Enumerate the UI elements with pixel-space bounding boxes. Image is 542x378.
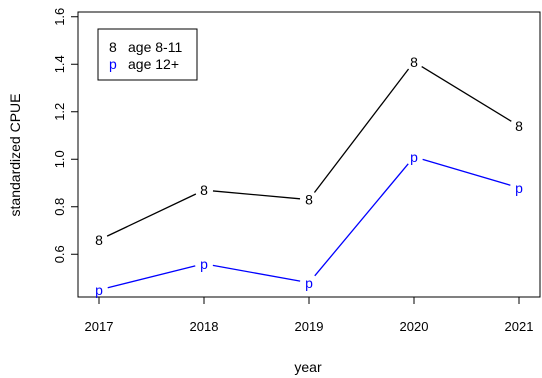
data-point: 8 — [410, 54, 418, 70]
y-tick-label: 1.4 — [52, 55, 67, 73]
data-point: p — [410, 149, 418, 165]
y-tick-label: 1.0 — [52, 150, 67, 168]
data-point: 8 — [95, 232, 103, 248]
y-tick-label: 1.2 — [52, 103, 67, 121]
series-age-8-11: 8 8 8 8 8 — [95, 54, 523, 248]
series-age-12plus: p p p p p — [95, 149, 523, 298]
x-tick-label: 2019 — [295, 319, 324, 334]
data-point: p — [200, 256, 208, 272]
data-point: 8 — [200, 182, 208, 198]
x-axis-label: year — [294, 359, 322, 375]
series-segment — [106, 193, 197, 237]
series-segment — [107, 265, 196, 289]
y-tick-label: 1.6 — [52, 8, 67, 26]
legend-symbol-age-8-11: 8 — [109, 39, 117, 55]
series-segment — [421, 66, 512, 122]
data-point: p — [95, 282, 103, 298]
x-tick-label: 2021 — [505, 319, 534, 334]
series-segment — [212, 190, 301, 200]
data-point: p — [515, 180, 523, 196]
data-point: p — [305, 275, 313, 291]
series-segment — [314, 163, 409, 277]
series-segment — [212, 264, 301, 282]
series-segment — [422, 158, 511, 186]
legend-symbol-age-12plus: p — [109, 56, 117, 72]
x-tick-label: 2017 — [85, 319, 114, 334]
y-tick-label: 0.8 — [52, 198, 67, 216]
x-axis: 2017 2018 2019 2020 2021 — [85, 296, 534, 334]
y-axis: 0.6 0.8 1.0 1.2 1.4 1.6 — [52, 8, 79, 263]
series-layer: 8 8 8 8 8 p p p p p — [95, 54, 523, 298]
legend: 8 age 8-11 p age 12+ — [97, 28, 198, 81]
x-tick-label: 2020 — [400, 319, 429, 334]
legend-label-age-12plus: age 12+ — [128, 56, 179, 72]
legend-label-age-8-11: age 8-11 — [128, 39, 182, 55]
data-point: 8 — [305, 192, 313, 208]
data-point: 8 — [515, 118, 523, 134]
x-tick-label: 2018 — [190, 319, 219, 334]
series-segment — [313, 68, 410, 193]
y-axis-label: standardized CPUE — [7, 94, 23, 217]
legend-box — [97, 28, 198, 81]
y-tick-label: 0.6 — [52, 245, 67, 263]
